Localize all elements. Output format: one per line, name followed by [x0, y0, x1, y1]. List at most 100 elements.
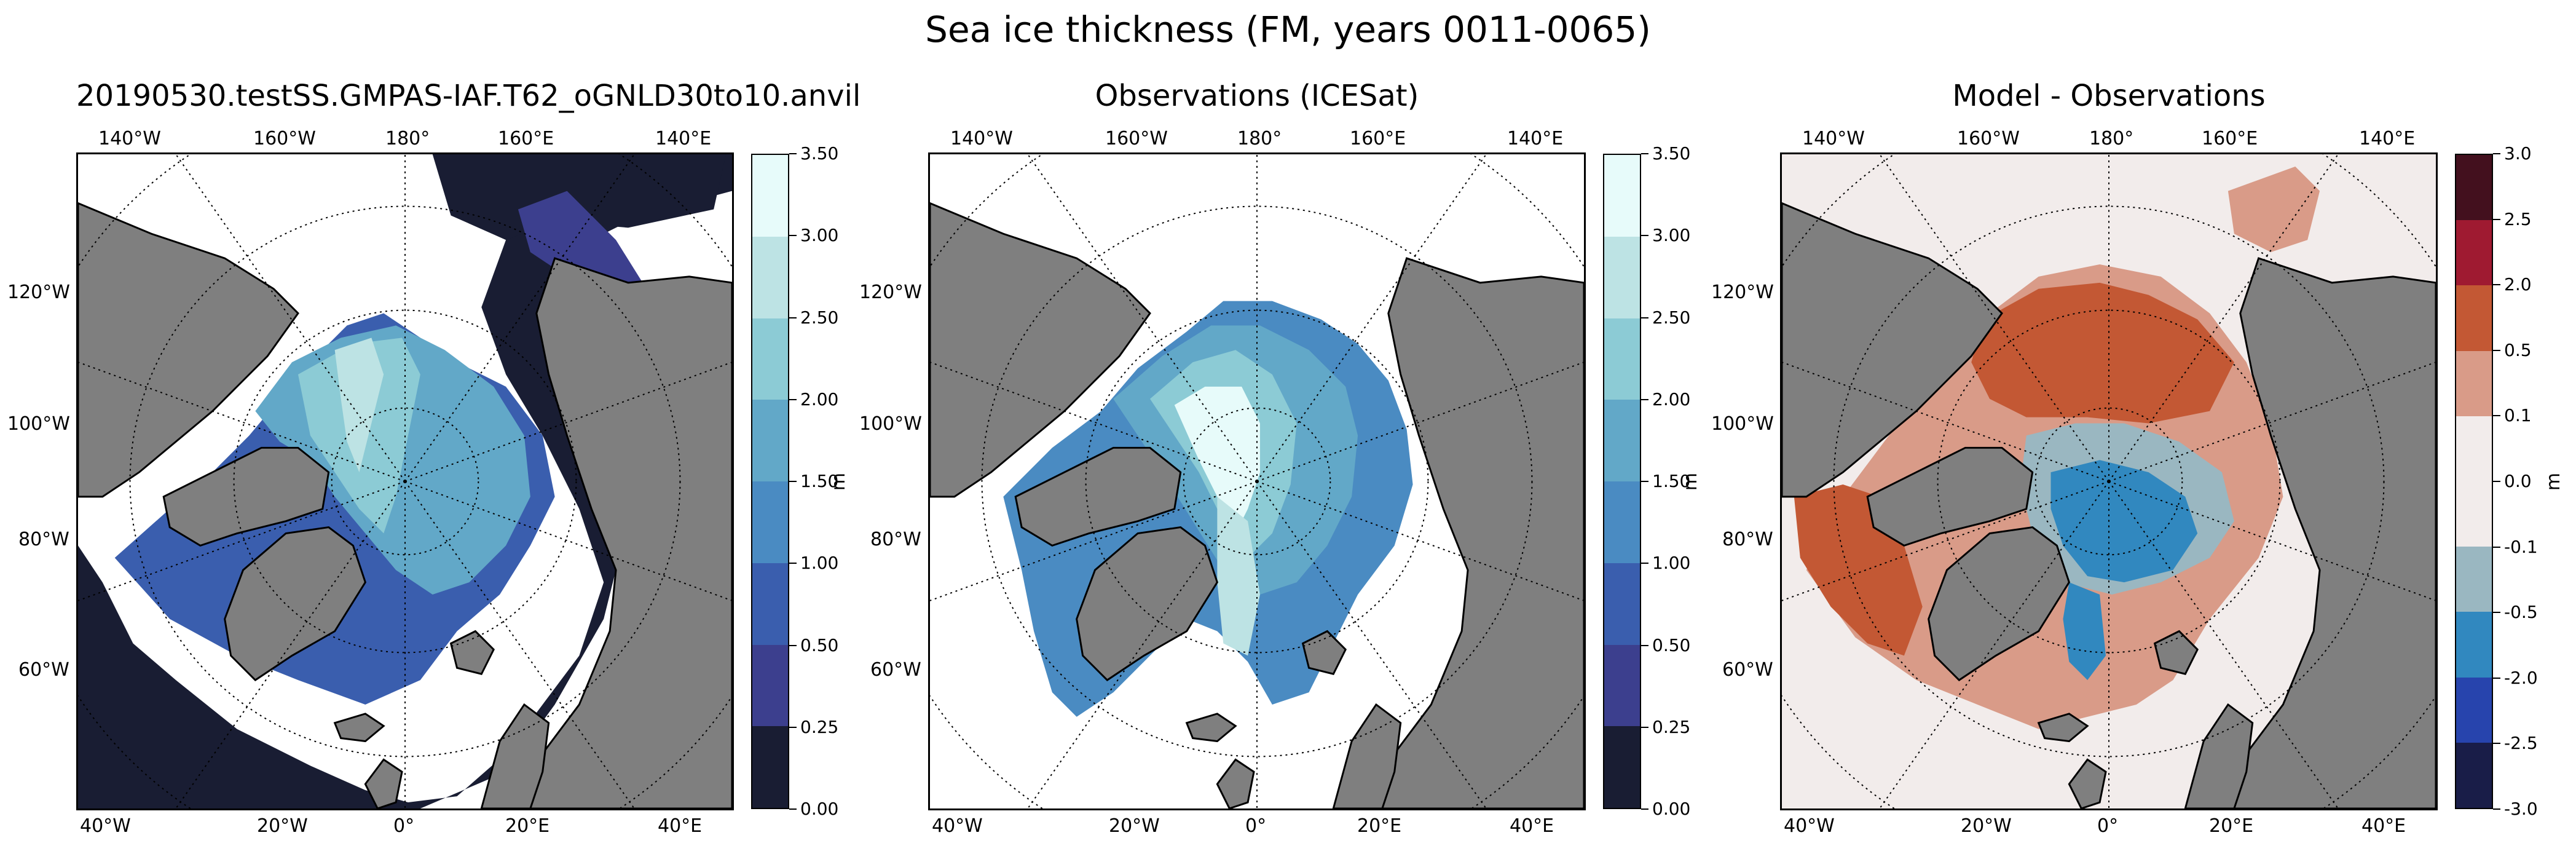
lon-top-tick: 180°	[385, 128, 430, 149]
colorbar-tick-mark	[1641, 398, 1648, 400]
colorbar-segment	[2456, 742, 2492, 808]
lon-bottom-tick: 40°W	[80, 815, 131, 837]
colorbar-tick-mark	[2493, 218, 2500, 220]
diff-positive-beaufort	[1971, 282, 2234, 424]
colorbar-tick-mark	[789, 563, 797, 564]
land-britain	[364, 758, 403, 808]
colorbar-tick-mark	[2493, 612, 2500, 614]
lon-top-tick: 160°E	[2202, 128, 2258, 149]
lat-left-tick: 80°W	[1722, 529, 1773, 550]
diff-positive-upper	[2227, 166, 2320, 253]
lon-bottom-tick: 20°W	[1109, 815, 1160, 837]
colorbar-tick-mark	[2493, 546, 2500, 548]
diff-negative-core	[2050, 460, 2198, 583]
land-svalbard	[2153, 630, 2199, 675]
colorbar-segment	[2456, 154, 2492, 221]
lon-bottom-tick: 40°E	[1510, 815, 1554, 837]
colorbar-tick-mark	[2493, 808, 2500, 810]
colorbar-tick-mark	[789, 808, 797, 810]
colorbar-segment	[1604, 726, 1640, 808]
graticule	[78, 154, 732, 808]
colorbar-tick-label: 1.00	[800, 553, 839, 574]
lat-left-tick: 100°W	[859, 413, 922, 435]
lon-bottom-tick: 20°E	[2209, 815, 2254, 837]
lon-top-tick: 160°W	[1105, 128, 1168, 149]
lon-top-tick: 160°W	[1957, 128, 2020, 149]
lat-left-tick: 100°W	[1711, 413, 1774, 435]
colorbar-tick-mark	[2493, 284, 2500, 286]
lon-top-tick: 160°E	[1350, 128, 1406, 149]
colorbar-tick-label: 0.5	[2504, 339, 2532, 360]
colorbar-tick-mark	[1641, 481, 1648, 482]
colorbar-tick-label: 3.50	[1652, 143, 1691, 164]
lon-top-tick: 140°E	[655, 128, 712, 149]
colorbar-tick-label: 3.00	[1652, 225, 1691, 246]
land-britain	[1216, 758, 1255, 808]
colorbar-segment	[2456, 547, 2492, 612]
lon-bottom-tick: 40°W	[1784, 815, 1835, 837]
lat-left-tick: 120°W	[7, 282, 70, 303]
lon-bottom-tick: 20°E	[505, 815, 550, 837]
land-greenland	[1076, 526, 1219, 682]
lat-left-tick: 60°W	[18, 659, 69, 681]
colorbar-tick-label: 1.00	[1652, 553, 1691, 574]
colorbar-unit: m	[828, 472, 850, 491]
colorbar-tick-mark	[2493, 415, 2500, 417]
colorbar-tick-mark	[1641, 644, 1648, 646]
lon-top-tick: 140°E	[2359, 128, 2416, 149]
colorbar-segment	[752, 236, 788, 318]
panel-model-title: 20190530.testSS.GMPAS-IAF.T62_oGNLD30to1…	[76, 79, 861, 113]
land-svalbard	[449, 630, 495, 675]
graticule	[930, 154, 1584, 808]
colorbar-tick-label: 2.00	[1652, 389, 1691, 409]
colorbar-tick-mark	[1641, 153, 1648, 154]
colorbar-segment	[2456, 285, 2492, 351]
colorbar-segment	[2456, 350, 2492, 416]
colorbar-segment	[1604, 644, 1640, 727]
land-eurasia	[517, 257, 732, 808]
lat-left-tick: 60°W	[870, 659, 921, 681]
land-greenland	[1928, 526, 2071, 682]
colorbar-segment	[752, 481, 788, 563]
colorbar-tick-mark	[2493, 349, 2500, 351]
panel-obs-title: Observations (ICESat)	[1095, 79, 1419, 113]
lat-left-tick: 100°W	[7, 413, 70, 435]
land-scandinavia	[2184, 703, 2254, 808]
colorbar-tick-mark	[789, 481, 797, 482]
colorbar-segment	[2456, 220, 2492, 286]
map-model	[76, 152, 734, 810]
colorbar-tick-label: 2.5	[2504, 208, 2532, 229]
lon-top-tick: 140°E	[1507, 128, 1564, 149]
colorbar-tick-mark	[2493, 153, 2500, 154]
colorbar-tick-mark	[789, 317, 797, 318]
ice-thin-upper	[432, 154, 727, 240]
colorbar-thickness-obs	[1603, 154, 1641, 809]
ice-upper-mid	[518, 191, 647, 301]
land-north-america	[1782, 202, 2003, 498]
lon-bottom-tick: 40°E	[658, 815, 703, 837]
panel-diff-title: Model - Observations	[1952, 79, 2266, 113]
land-north-america	[930, 202, 1151, 498]
colorbar-tick-mark	[1641, 235, 1648, 237]
colorbar-segment	[1604, 563, 1640, 645]
colorbar-tick-label: 3.50	[800, 143, 839, 164]
colorbar-tick-label: -2.5	[2504, 733, 2538, 754]
lat-left-tick: 120°W	[859, 282, 922, 303]
colorbar-thickness-model	[751, 154, 789, 809]
colorbar-segment	[1604, 155, 1640, 237]
land-eurasia	[1369, 257, 1584, 808]
lat-left-tick: 80°W	[18, 529, 69, 550]
lat-left-tick: 60°W	[1722, 659, 1773, 681]
colorbar-tick-label: 2.50	[800, 307, 839, 328]
colorbar-tick-mark	[789, 644, 797, 646]
colorbar-tick-mark	[789, 726, 797, 728]
colorbar-segment	[2456, 612, 2492, 678]
colorbar-tick-label: 2.50	[1652, 307, 1691, 328]
lon-bottom-tick: 20°W	[257, 815, 308, 837]
lon-top-tick: 180°	[2089, 128, 2134, 149]
land-canadian-archipelago	[1866, 446, 2034, 547]
colorbar-tick-label: 0.0	[2504, 471, 2532, 491]
colorbar-tick-mark	[789, 235, 797, 237]
colorbar-tick-label: 0.00	[1652, 799, 1691, 819]
colorbar-tick-label: 3.00	[800, 225, 839, 246]
